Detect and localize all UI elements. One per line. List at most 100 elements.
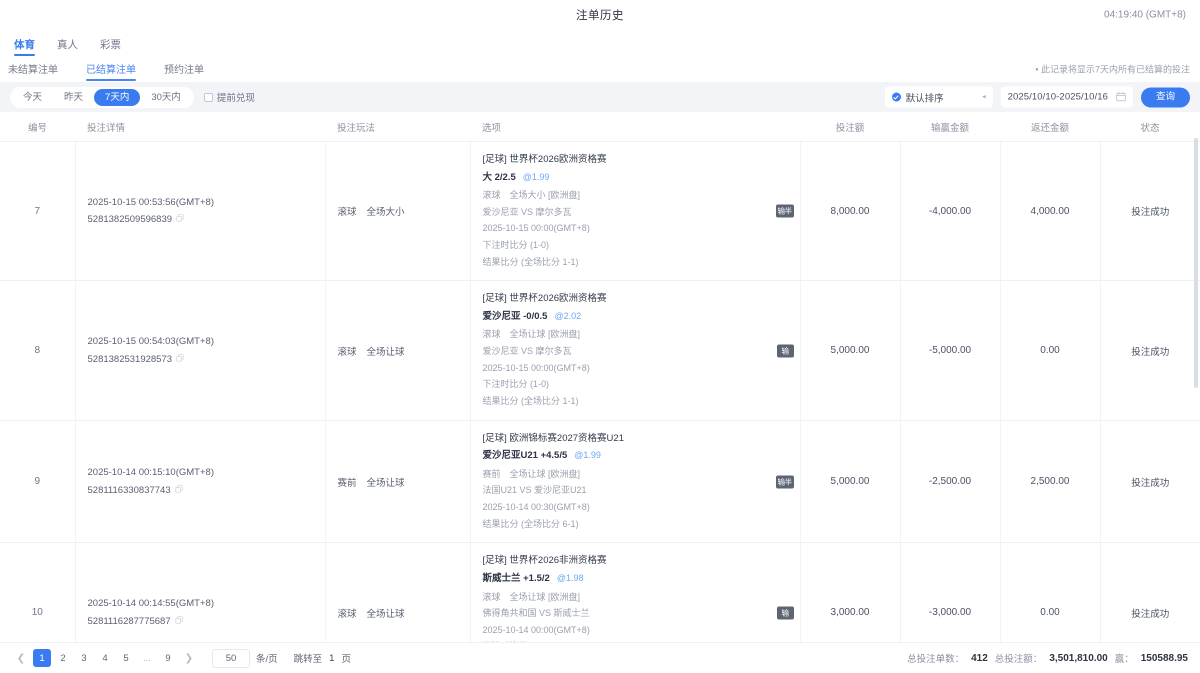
page-5-button[interactable]: 5 [123,652,129,664]
selection: 爱沙尼亚 -0/0.5 @2.02 [482,310,582,322]
copy-icon[interactable] [175,482,183,500]
cashout-filter-checkbox[interactable]: 提前兑现 [203,90,255,104]
header-option: 选项 [470,112,800,142]
row-number: 8 [34,345,41,357]
cell-pl: -2,500.00 [900,420,1001,544]
total-count-value: 412 [971,652,988,664]
total-stake-value: 3,501,810.00 [1049,652,1108,664]
cashout-filter-label: 提前兑现 [216,93,255,104]
page-size-select[interactable]: 50 [212,648,250,668]
copy-icon[interactable] [176,211,184,229]
event-name: [足球] 世界杯2026非洲资格赛 [482,555,607,567]
tab-scheduled-bets[interactable]: 预约注单 [164,64,204,76]
header-ret: 返还金额 [1000,112,1100,142]
sort-select-value: 默认排序 [905,93,944,104]
cell-pl: -4,000.00 [900,141,1001,282]
chevron-updown-icon: ◂ [982,93,986,101]
table-row[interactable]: 9 2025-10-14 00:15:10(GMT+8) 5281116330837… [0,420,1200,544]
table-header: 编号 投注详情 投注玩法 选项 投注额 输赢金额 返还金额 状态 [0,112,1200,142]
date-range-segments: 今天 昨天 7天内 30天内 [10,86,194,108]
return-amount: 0.00 [1040,345,1060,357]
tab-sports[interactable]: 体育 [14,37,35,56]
segment-today[interactable]: 今天 [23,91,43,103]
result-badge: 输 [776,344,794,358]
option-detail-line-2: 2025-10-14 00:00(GMT+8) [482,624,590,635]
copy-icon[interactable] [176,351,184,369]
stake-amount: 5,000.00 [830,345,870,357]
bet-history-table-wrap: 编号 投注详情 投注玩法 选项 投注额 输赢金额 返还金额 状态 7 2025-1… [0,112,1200,642]
bet-id: 5281116330837743 [88,482,325,500]
profit-loss-amount: -4,000.00 [928,205,972,217]
page-3-button[interactable]: 3 [81,652,87,664]
copy-icon[interactable] [175,613,183,631]
header-play: 投注玩法 [325,112,470,142]
prev-page-button[interactable]: ❮ [16,652,26,664]
page-1-button[interactable]: 1 [33,649,51,667]
primary-tabs: 体育 真人 彩票 [0,30,1200,56]
option-detail-line-3: 下注时比分 (1-0) [482,379,550,390]
header-stake: 投注额 [800,112,900,142]
header-pl: 输赢金额 [900,112,1000,142]
jump-input[interactable]: 1 [329,652,335,664]
segment-yesterday[interactable]: 昨天 [64,91,84,103]
check-circle-icon [891,92,901,102]
cell-return: 4,000.00 [1000,141,1101,282]
cell-play: 赛前 全场让球 [325,420,471,544]
result-badge: 输半 [775,204,794,218]
event-name: [足球] 欧洲锦标赛2027资格赛U21 [482,432,624,444]
cell-play: 滚球 全场让球 [325,542,471,642]
page-9-button[interactable]: 9 [165,652,171,664]
segment-30-days[interactable]: 30天内 [151,91,181,103]
vertical-scrollbar[interactable] [1194,138,1198,388]
cell-return: 0.00 [1000,542,1101,642]
option-detail-line-4: 结果比分 (全场比分 1-1) [482,396,579,407]
tab-settled-bets[interactable]: 已结算注单 [82,57,140,82]
page-size-label: 条/页 [256,654,278,665]
segment-7-days[interactable]: 7天内 [94,88,141,106]
cell-num: 10 [0,542,76,642]
cell-option: [足球] 世界杯2026欧洲资格赛 爱沙尼亚 -0/0.5 @2.02 滚球 全场让球… [470,280,801,421]
next-page-button[interactable]: ❯ [184,652,194,664]
option-detail-line-3: 结果比分 (全场比分 6-1) [482,518,579,529]
cell-option: [足球] 世界杯2026欧洲资格赛大 2/2.5 @1.99 滚球 全场大小 [欧洲… [470,141,801,282]
server-clock: 04:19:40 (GMT+8) [1104,9,1186,21]
table-row[interactable]: 7 2025-10-15 00:53:56(GMT+8) 5281382509596… [0,141,1200,282]
table-row[interactable]: 8 2025-10-15 00:54:03(GMT+8) 5281382531928… [0,280,1200,421]
option-detail-line-0: 赛前 全场让球 [欧洲盘] [482,468,581,479]
checkbox-icon[interactable] [203,92,213,102]
cell-detail: 2025-10-15 00:53:56(GMT+8) 52813825095968… [75,141,326,282]
bet-time: 2025-10-14 00:14:55(GMT+8) [87,598,214,609]
sort-select[interactable]: 默认排序 ◂ [884,86,993,108]
bet-time: 2025-10-15 00:53:56(GMT+8) [87,196,214,208]
page-2-button[interactable]: 2 [60,652,66,664]
query-button[interactable]: 查询 [1140,87,1190,107]
odds: @1.99 [574,450,601,461]
jump-to-page[interactable]: 跳转至 1 页 [294,651,351,666]
records-notice: • 此记录将显示7天内所有已结算的投注 [1035,64,1190,75]
table-row[interactable]: 10 2025-10-14 00:14:55(GMT+8) 528111628777… [0,542,1200,642]
play-market: 全场让球 [366,608,405,620]
cell-num: 7 [0,141,76,282]
tab-lottery[interactable]: 彩票 [100,39,121,51]
odds: @1.98 [556,573,584,584]
tab-live-casino[interactable]: 真人 [57,39,78,51]
date-range-value: 2025/10/10-2025/10/16 [1007,91,1108,103]
win-label: 赢： [1114,654,1134,665]
status-text: 投注成功 [1131,608,1170,620]
page-ellipsis: ... [143,652,151,664]
page-4-button[interactable]: 4 [102,652,108,664]
play-market: 全场让球 [366,346,405,358]
status-text: 投注成功 [1131,477,1170,489]
tab-unsettled-bets[interactable]: 未结算注单 [8,64,58,76]
table-body: 7 2025-10-15 00:53:56(GMT+8) 5281382509596… [0,141,1200,642]
cell-status: 投注成功 [1100,141,1200,282]
row-number: 10 [31,607,43,619]
option-detail-line-1: 法国U21 VS 爱沙尼亚U21 [482,485,587,496]
cell-play: 滚球 全场大小 [325,141,471,282]
cell-detail: 2025-10-15 00:54:03(GMT+8) 52813825319285… [75,280,326,421]
cell-status: 投注成功 [1100,542,1200,642]
option-detail-line-0: 滚球 全场让球 [欧洲盘] [482,591,581,602]
event-name: [足球] 世界杯2026欧洲资格赛 [482,154,607,165]
date-range-picker[interactable]: 2025/10/10-2025/10/16 [1000,86,1133,108]
